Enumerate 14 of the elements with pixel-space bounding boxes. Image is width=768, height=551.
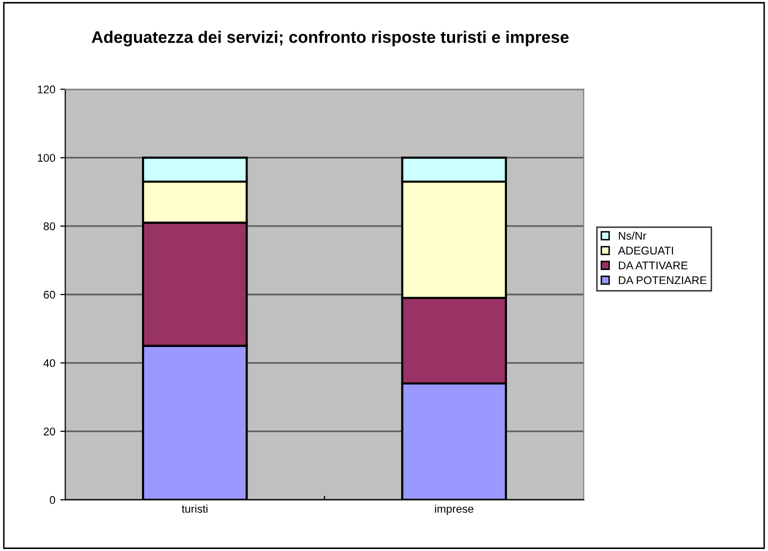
chart-title: Adeguatezza dei servizi; confronto risposte turisti e imprese — [92, 30, 569, 46]
y-tick-label: 0 — [50, 496, 56, 504]
y-tick-label: 20 — [44, 428, 56, 436]
x-tick-label: turisti — [182, 504, 208, 513]
legend-label: DA ATTIVARE — [618, 262, 688, 270]
legend-label: ADEGUATI — [618, 246, 673, 255]
y-tick-label: 100 — [38, 154, 56, 162]
x-tick-label: imprese — [435, 504, 474, 515]
y-tick-label: 80 — [44, 222, 56, 230]
legend-label: Ns/Nr — [618, 232, 646, 240]
legend-label: DA POTENZIARE — [618, 276, 706, 284]
y-tick-label: 40 — [43, 359, 56, 368]
y-tick-label: 120 — [38, 86, 56, 94]
y-tick-label: 60 — [44, 290, 56, 299]
